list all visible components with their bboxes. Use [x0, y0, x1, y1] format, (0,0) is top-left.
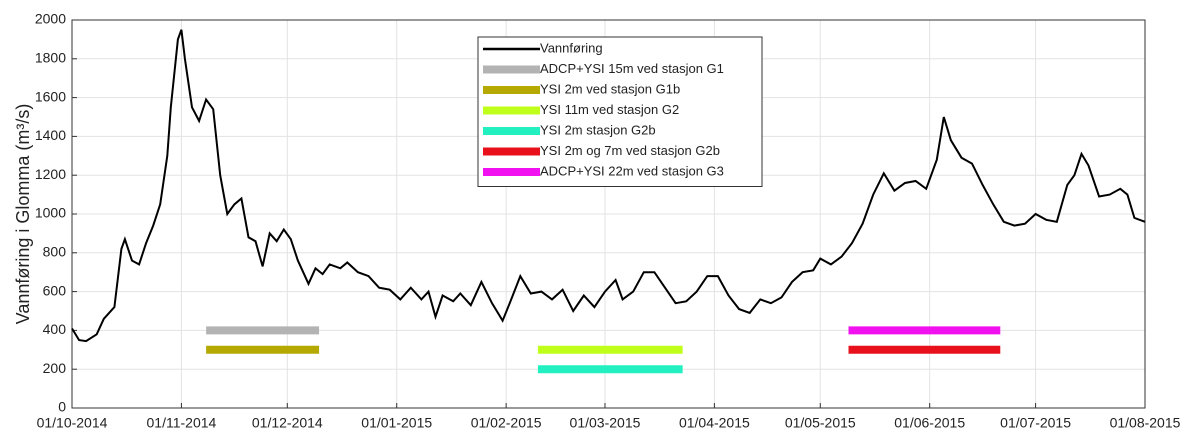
legend-label: YSI 2m ved stasjon G1b [540, 81, 680, 96]
y-tick-label: 2000 [35, 11, 66, 27]
y-tick-label: 200 [43, 360, 67, 376]
plot-frame [71, 19, 1146, 409]
x-tick-label: 01/10-2014 [37, 415, 108, 431]
legend-label: YSI 2m stasjon G2b [540, 122, 656, 137]
x-tick-label: 01/07-2015 [1000, 415, 1071, 431]
x-tick-label: 01/04-2015 [679, 415, 750, 431]
x-tick-label: 01/02-2015 [471, 415, 542, 431]
y-tick-label: 800 [43, 244, 67, 260]
x-tick-label: 01/01-2015 [361, 415, 432, 431]
y-tick-label: 0 [58, 399, 66, 415]
y-axis-label: Vannføring i Glomma (m³/s) [13, 104, 33, 325]
flow-line [71, 29, 1146, 343]
legend-label: ADCP+YSI 15m ved stasjon G1 [540, 61, 724, 76]
y-tick-label: 600 [43, 282, 67, 298]
legend-label: ADCP+YSI 22m ved stasjon G3 [540, 163, 724, 178]
x-tick-label: 01/12-2014 [252, 415, 323, 431]
x-tick-label: 01/05-2015 [785, 415, 856, 431]
x-tick-label: 01/06-2015 [894, 415, 965, 431]
legend-label: Vannføring [540, 40, 603, 55]
x-tick-label: 01/11-2014 [147, 415, 217, 431]
legend-label: YSI 2m og 7m ved stasjon G2b [540, 143, 720, 158]
x-tick-label: 01/08-2015 [1110, 415, 1181, 431]
y-tick-label: 400 [43, 321, 67, 337]
y-tick-label: 1000 [35, 205, 66, 221]
y-tick-label: 1400 [35, 127, 66, 143]
legend-label: YSI 11m ved stasjon G2 [540, 102, 679, 117]
y-tick-label: 1800 [35, 50, 66, 66]
y-tick-label: 1600 [35, 88, 66, 104]
y-tick-label: 1200 [35, 166, 66, 182]
x-tick-label: 01/03-2015 [570, 415, 641, 431]
